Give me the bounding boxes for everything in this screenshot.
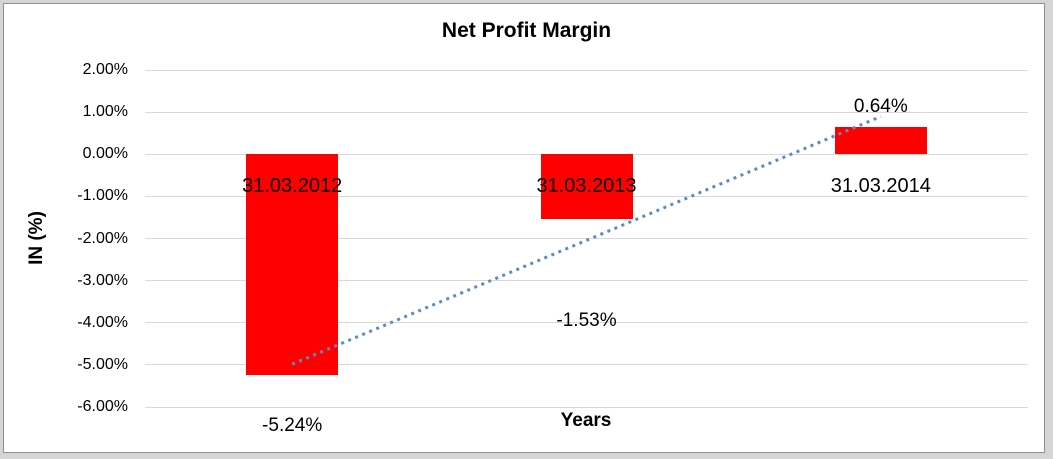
gridline [145,238,1028,239]
gridline [145,280,1028,282]
y-tick-label: -5.00% [77,355,128,373]
y-tick-label: 2.00% [82,61,128,78]
gridline [145,406,1028,408]
gridline [145,322,1028,324]
y-tick-label: 0.00% [82,145,128,163]
y-tick-label: -2.00% [77,229,128,247]
gridline [145,69,1028,71]
bar-31.03.2012 [246,154,339,375]
data-label: 0.64% [853,96,908,118]
y-tick-label: -4.00% [77,313,128,331]
chart-frame [3,3,1045,453]
category-label: 31.03.2014 [830,175,931,198]
x-axis-title: Years [560,410,612,431]
y-tick-label: -3.00% [77,271,128,289]
y-tick-label: -1.00% [77,187,128,205]
bar-31.03.2014 [834,127,927,155]
y-tick-label: 1.00% [82,103,128,121]
bar-31.03.2013 [540,154,633,219]
gridline [145,364,1028,366]
chart-title: Net Profit Margin [441,19,612,42]
data-label: -5.24% [262,414,323,436]
category-label: 31.03.2012 [242,175,343,198]
data-label: -1.53% [556,310,617,332]
gridline [145,111,1028,113]
y-tick-label: -6.00% [77,398,128,415]
category-label: 31.03.2013 [536,175,637,198]
trendline [291,115,882,366]
